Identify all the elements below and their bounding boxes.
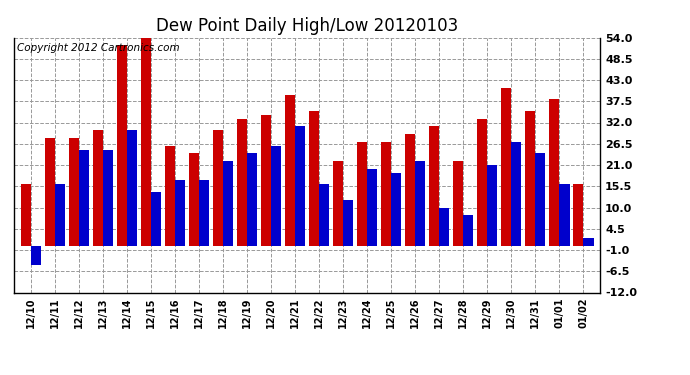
Bar	[357, 142, 367, 246]
Bar	[463, 215, 473, 246]
Bar	[487, 165, 497, 246]
Bar	[261, 115, 271, 246]
Bar	[68, 138, 79, 246]
Bar	[343, 200, 353, 246]
Bar	[79, 150, 89, 246]
Bar	[237, 118, 247, 246]
Bar	[440, 207, 449, 246]
Bar	[21, 184, 30, 246]
Text: Copyright 2012 Cartronics.com: Copyright 2012 Cartronics.com	[17, 43, 179, 52]
Bar	[535, 153, 546, 246]
Bar	[511, 142, 522, 246]
Bar	[319, 184, 329, 246]
Bar	[391, 173, 402, 246]
Bar	[103, 150, 113, 246]
Bar	[223, 161, 233, 246]
Bar	[525, 111, 535, 246]
Bar	[295, 126, 305, 246]
Bar	[30, 246, 41, 266]
Bar	[573, 184, 584, 246]
Bar	[45, 138, 55, 246]
Bar	[477, 118, 487, 246]
Bar	[309, 111, 319, 246]
Bar	[117, 45, 127, 246]
Bar	[285, 96, 295, 246]
Bar	[429, 126, 440, 246]
Bar	[141, 38, 151, 246]
Bar	[549, 99, 560, 246]
Bar	[165, 146, 175, 246]
Bar	[151, 192, 161, 246]
Bar	[381, 142, 391, 246]
Bar	[333, 161, 343, 246]
Bar	[453, 161, 463, 246]
Bar	[501, 88, 511, 246]
Bar	[584, 238, 593, 246]
Bar	[367, 169, 377, 246]
Bar	[92, 130, 103, 246]
Bar	[405, 134, 415, 246]
Bar	[415, 161, 425, 246]
Bar	[127, 130, 137, 246]
Bar	[189, 153, 199, 246]
Bar	[247, 153, 257, 246]
Title: Dew Point Daily High/Low 20120103: Dew Point Daily High/Low 20120103	[156, 16, 458, 34]
Bar	[560, 184, 569, 246]
Bar	[55, 184, 65, 246]
Bar	[213, 130, 223, 246]
Bar	[175, 180, 185, 246]
Bar	[271, 146, 281, 246]
Bar	[199, 180, 209, 246]
